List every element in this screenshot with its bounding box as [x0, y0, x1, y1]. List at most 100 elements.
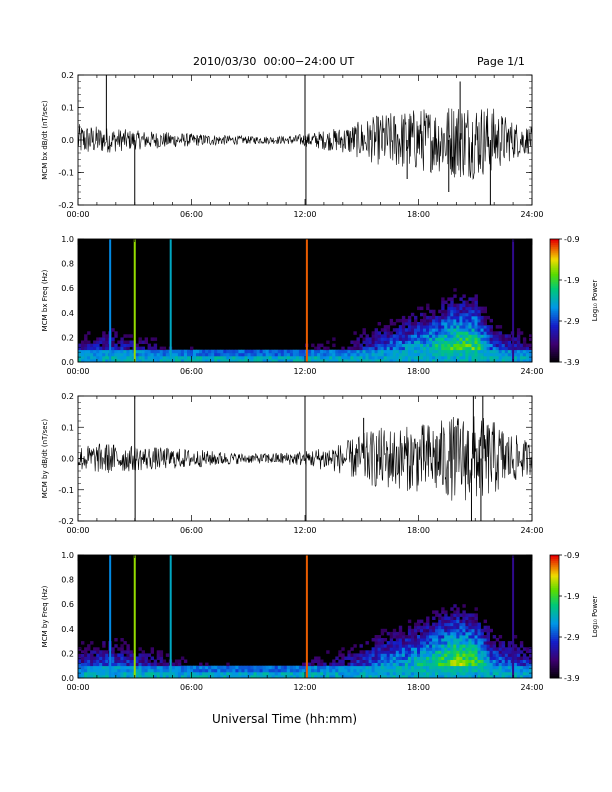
spectrogram-cell	[392, 674, 397, 679]
spectrogram-cell	[426, 315, 430, 320]
spectrogram-cell	[126, 334, 130, 338]
spectrogram-cell	[468, 303, 472, 308]
spectrogram-cell	[147, 352, 151, 357]
spectrogram-cell	[347, 650, 351, 654]
spectrogram-cell	[462, 644, 466, 648]
spectrogram-cell	[350, 355, 354, 360]
spectrogram-cell	[471, 312, 475, 317]
spectrogram-cell	[353, 340, 357, 344]
spectrogram-cell	[362, 349, 366, 354]
spectrogram-cell	[404, 647, 409, 651]
spectrogram-cell	[247, 349, 251, 354]
spectrogram-cell	[468, 659, 472, 663]
spectrogram-cell	[435, 656, 439, 660]
spectrogram-cell	[141, 340, 145, 344]
spectrogram-cell	[504, 674, 509, 679]
spectrogram-cell	[441, 668, 445, 673]
spectrogram-cell	[353, 343, 357, 348]
spectrogram-cell	[426, 306, 430, 311]
spectrogram-cell	[492, 641, 497, 645]
spectrogram-cell	[489, 662, 493, 667]
spectrogram-cell	[471, 631, 475, 636]
spectrogram-cell	[365, 650, 369, 654]
spectrogram-cell	[377, 659, 381, 663]
colorbar-segment	[550, 635, 559, 638]
spectrogram-cell	[456, 334, 460, 338]
spectrogram-cell	[444, 653, 448, 657]
spectrogram-cell	[177, 674, 182, 679]
spectrogram-cell	[398, 671, 403, 676]
spectrogram-cell	[398, 662, 403, 667]
spectrogram-cell	[326, 671, 330, 676]
spectrogram-cell	[81, 641, 85, 645]
y-tick-label: 0.8	[61, 260, 74, 269]
spectrogram-cell	[262, 674, 266, 679]
colorbar-segment	[550, 329, 559, 332]
spectrogram-cell	[359, 358, 363, 363]
colorbar-segment	[550, 608, 559, 611]
y-tick-label: 1.0	[61, 235, 74, 244]
spectrogram-cell	[332, 659, 336, 663]
spectrogram-cell	[426, 647, 430, 651]
spectrogram-cell	[217, 671, 221, 676]
spectrogram-cell	[362, 352, 366, 357]
spectrogram-cell	[456, 638, 460, 642]
spectrogram-cell	[247, 671, 251, 676]
spectrogram-cell	[380, 662, 385, 667]
spectrogram-cell	[471, 653, 475, 657]
spectrogram-cell	[423, 622, 427, 627]
spectrogram-cell	[492, 331, 497, 335]
spectrogram-cell	[386, 644, 391, 648]
spectrogram-cell	[480, 306, 484, 311]
spectrogram-cell	[135, 674, 139, 679]
spectrogram-cell	[501, 644, 506, 648]
colorbar-segment	[550, 241, 559, 244]
spectrogram-cell	[126, 650, 130, 654]
spectrogram-cell	[183, 349, 188, 354]
spectrogram-cell	[432, 349, 436, 354]
spectrogram-cell	[492, 343, 497, 348]
spectrogram-cell	[81, 355, 85, 360]
spectrogram-cell	[474, 607, 478, 611]
x-tick-label: 18:00	[407, 683, 430, 692]
colorbar-segment	[550, 587, 559, 591]
spectrogram-cell	[480, 644, 484, 648]
colorbar-segment	[550, 561, 559, 564]
spectrogram-cell	[323, 674, 327, 679]
spectrogram-cell	[477, 346, 481, 351]
spectrogram-cell	[519, 668, 524, 673]
spectrogram-cell	[474, 653, 478, 657]
spectrogram-cell	[217, 358, 221, 363]
spectrogram-cell	[183, 668, 188, 673]
spectrogram-cell	[138, 337, 142, 341]
spectrogram-cell	[501, 346, 506, 351]
spectrogram-cell	[516, 647, 521, 651]
spectrogram-cell	[117, 656, 121, 660]
spectrogram-cell	[529, 349, 533, 354]
spectrogram-cell	[522, 653, 527, 657]
spectrogram-cell	[423, 325, 427, 329]
spectrogram-cell	[96, 665, 100, 670]
spectrogram-cell	[404, 644, 409, 648]
spectrogram-cell	[150, 671, 154, 676]
spectrogram-cell	[90, 674, 94, 679]
spectrogram-cell	[407, 343, 412, 348]
spectrogram-cell	[96, 352, 100, 357]
spectrogram-cell	[105, 653, 109, 657]
colorbar-segment	[550, 247, 559, 250]
spectrogram-cell	[332, 337, 336, 341]
spectrogram-cell	[298, 665, 303, 670]
spectrogram-cell	[90, 671, 94, 676]
spectrogram-cell	[459, 346, 463, 351]
spectrogram-cell	[105, 337, 109, 341]
spectrogram-cell	[507, 343, 512, 348]
spectrogram-cell	[171, 355, 176, 360]
spectrogram-cell	[423, 331, 427, 335]
spectrogram-cell	[105, 349, 109, 354]
spectrogram-cell	[438, 322, 442, 326]
colorbar-segment	[550, 323, 559, 326]
spectrogram-cell	[323, 662, 327, 667]
spectrogram-cell	[265, 352, 270, 357]
spectrogram-cell	[383, 352, 388, 357]
spectrogram-cell	[81, 352, 85, 357]
